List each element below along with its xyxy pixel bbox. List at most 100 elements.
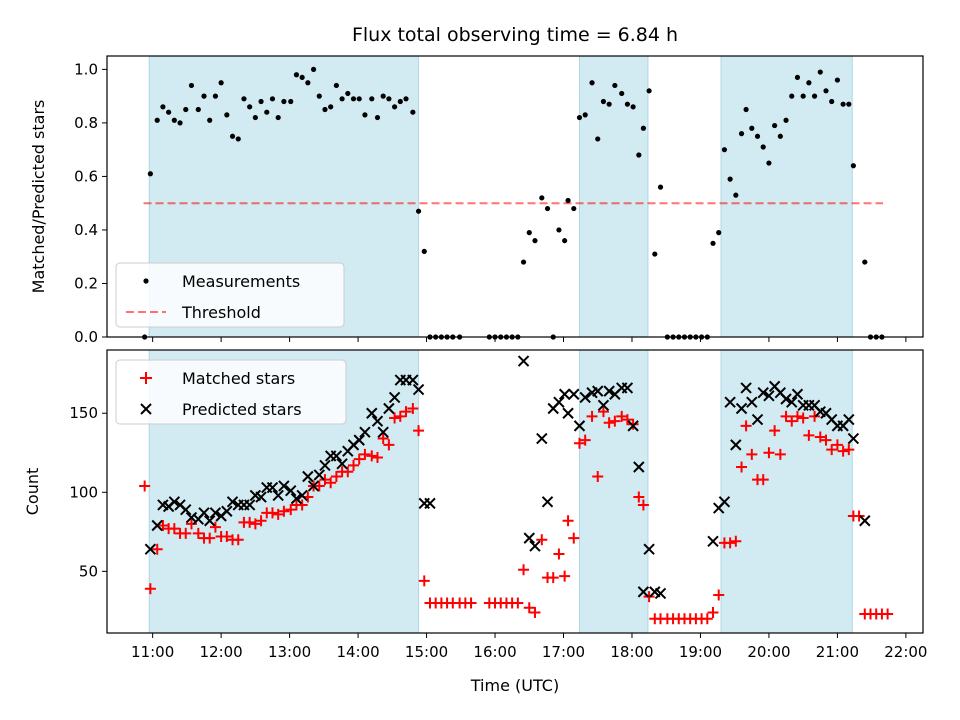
measurement-point	[710, 240, 716, 246]
predicted-star-point	[319, 459, 331, 472]
y-tick-label: 1.0	[74, 60, 98, 78]
predicted-star-point	[336, 458, 348, 470]
matched-star-point	[272, 508, 284, 520]
measurement-point	[862, 259, 868, 265]
predicted-star-point	[307, 480, 320, 492]
measurement-point	[229, 133, 236, 139]
measurement-point	[800, 93, 806, 99]
predicted-star-point	[359, 426, 371, 438]
y-tick-label: 0.4	[74, 221, 98, 239]
predicted-star-point	[517, 355, 530, 367]
measurement-point	[636, 152, 642, 158]
measurement-point	[310, 66, 317, 72]
predicted-star-point	[707, 535, 719, 548]
measurement-point	[356, 96, 362, 102]
measurement-point	[789, 93, 795, 99]
ratio-panel: 0.0 0.2 0.4 0.6 0.8 1.0 Matched/Predicted star…	[29, 55, 924, 346]
measurement-point	[600, 98, 607, 105]
measurement-point	[403, 96, 409, 102]
measurement-point	[415, 208, 422, 214]
matched-star-point	[157, 519, 169, 531]
measurement-point	[154, 117, 160, 123]
measurement-point	[571, 205, 577, 212]
predicted-star-point	[313, 469, 325, 481]
matched-star-point	[529, 606, 541, 618]
predicted-star-point	[562, 407, 574, 419]
predicted-star-point	[523, 532, 535, 544]
y-tick-label: 0.6	[74, 167, 98, 185]
matched-star-point	[809, 410, 821, 422]
chart-title: Flux total observing time = 6.84 h	[352, 24, 678, 46]
matched-star-point	[255, 515, 267, 527]
predicted-star-point	[388, 391, 401, 404]
predicted-star-point	[371, 415, 384, 427]
matched-star-point	[319, 474, 331, 486]
measurement-point	[766, 160, 772, 166]
matched-star-point	[831, 439, 843, 451]
measurement-point	[201, 93, 207, 99]
predicted-star-point	[330, 450, 343, 462]
measurement-point	[391, 104, 398, 110]
measurement-point	[397, 98, 403, 105]
measurement-point	[299, 74, 305, 81]
predicted-star-point	[847, 432, 860, 445]
matched-star-point	[592, 470, 604, 482]
matched-star-point	[313, 480, 325, 492]
predicted-star-point	[290, 492, 303, 505]
measurement-point	[612, 82, 618, 89]
measurement-point	[305, 80, 311, 86]
predicted-star-point	[735, 402, 748, 415]
matched-star-point	[774, 448, 786, 460]
measurement-point	[264, 109, 270, 115]
measurement-point	[171, 117, 177, 123]
measurement-point	[624, 101, 631, 107]
matched-star-point	[621, 414, 633, 426]
measurement-point	[421, 248, 427, 254]
matched-star-point	[342, 466, 354, 478]
axes-frame	[106, 55, 924, 338]
predicted-star-point	[407, 374, 419, 386]
matched-star-point	[797, 412, 809, 424]
measurement-point	[520, 259, 527, 265]
measurement-point	[526, 230, 532, 236]
measurement-point	[606, 101, 612, 107]
predicted-star-point	[353, 434, 365, 446]
matched-star-point	[244, 516, 256, 528]
predicted-star-point	[377, 426, 389, 438]
measurement-point	[218, 80, 224, 86]
measurement-point	[716, 230, 722, 236]
matched-star-point	[192, 527, 204, 539]
matched-star-point	[418, 575, 430, 587]
predicted-star-point	[278, 480, 290, 492]
measurement-point	[147, 171, 153, 177]
legend: Measurements Threshold	[115, 262, 345, 328]
matched-star-point	[616, 410, 628, 422]
matched-star-point	[882, 608, 894, 620]
x-axis-label: Time (UTC)	[470, 676, 559, 695]
predicted-star-point	[791, 388, 804, 400]
measurement-point	[562, 238, 568, 244]
matched-star-point	[643, 591, 655, 603]
measurement-point	[772, 122, 778, 129]
predicted-star-point	[180, 503, 192, 516]
x-tick-label: 17:00	[542, 643, 585, 661]
measurement-point	[760, 144, 766, 150]
measurement-point	[339, 96, 345, 102]
measurement-point	[850, 163, 856, 169]
predicted-star-point	[592, 385, 604, 397]
measurement-point	[380, 93, 386, 99]
predicted-star-point	[255, 491, 267, 503]
measurement-point	[241, 96, 247, 102]
predicted-star-point	[553, 396, 565, 408]
predicted-star-point	[272, 489, 284, 502]
measurement-point	[754, 133, 761, 139]
measurement-point	[207, 117, 213, 123]
predicted-star-point	[529, 540, 541, 552]
matched-star-point	[185, 518, 197, 530]
predicted-star-point	[209, 507, 222, 519]
measurement-point	[721, 147, 728, 153]
y-axis-label: Matched/Predicted stars	[29, 100, 48, 294]
matched-star-point	[573, 437, 585, 449]
matched-star-point	[377, 433, 389, 445]
matched-star-point	[249, 518, 261, 530]
